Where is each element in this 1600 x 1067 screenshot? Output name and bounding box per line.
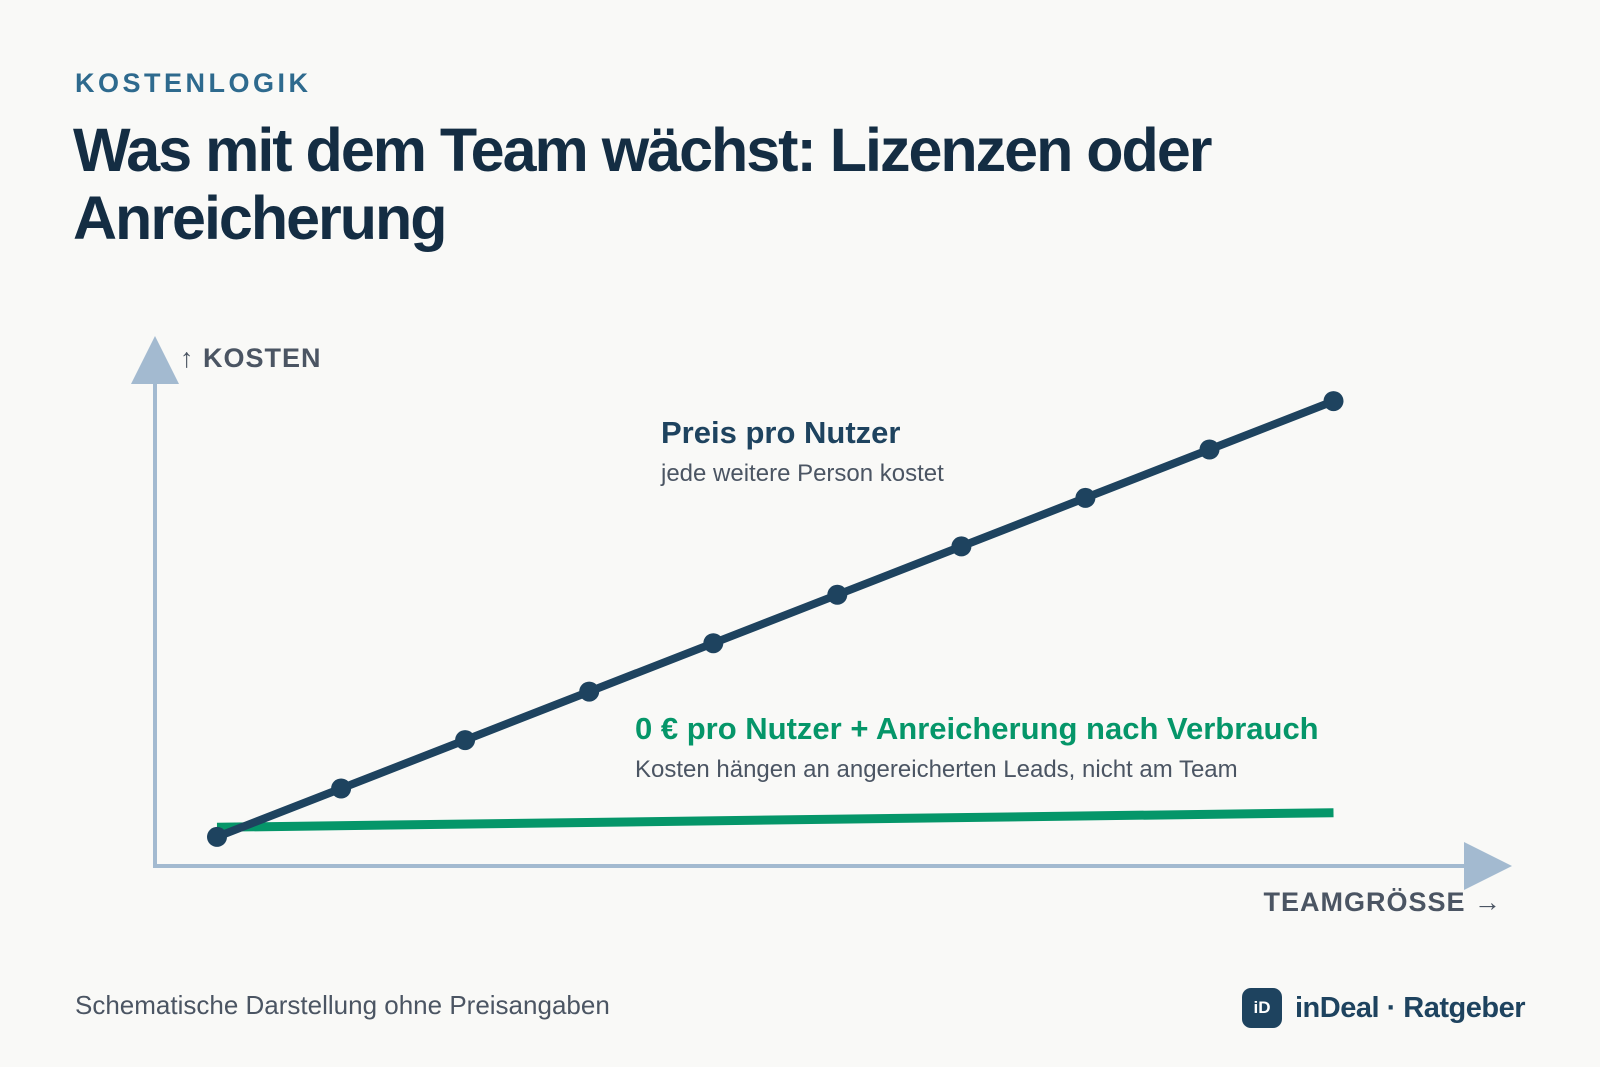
data-point-per-user-9 [1199,439,1220,460]
footnote: Schematische Darstellung ohne Preisangab… [75,990,610,1020]
data-point-per-user-10 [1323,391,1344,412]
data-point-per-user-5 [703,633,724,654]
data-point-per-user-4 [579,681,600,702]
page-title: Was mit dem Team wächst: Lizenzen oder A… [73,116,1373,252]
series-layer [207,391,1344,847]
x-axis-arrowhead [1464,842,1512,890]
series-note-usage: Kosten hängen an angereicherten Leads, n… [635,756,1238,783]
data-point-per-user-2 [331,778,352,799]
series-line-per-user [215,397,1335,841]
brand-logo-icon: iD [1242,988,1282,1028]
data-point-per-user-7 [951,536,972,557]
title-line-2: Anreicherung [73,184,448,252]
data-point-per-user-6 [827,584,848,605]
x-axis-label: TEAMGRÖSSE → [1263,887,1502,917]
y-axis-label: ↑ KOSTEN [180,343,322,373]
series-note-per-user: jede weitere Person kostet [660,460,944,487]
y-axis-arrowhead [131,336,179,384]
series-label-per-user: Preis pro Nutzer [661,415,900,450]
title-line-1: Was mit dem Team wächst: Lizenzen oder [73,116,1212,184]
data-point-per-user-8 [1075,487,1096,508]
chart-axes [131,336,1512,890]
brand-name: inDeal · Ratgeber [1295,991,1526,1024]
data-point-per-user-1 [207,826,227,847]
series-label-usage: 0 € pro Nutzer + Anreicherung nach Verbr… [635,711,1319,746]
data-point-per-user-3 [455,730,476,751]
series-line-usage [216,808,1334,832]
brand[interactable]: iD inDeal · Ratgeber [1242,987,1526,1029]
eyebrow-label: KOSTENLOGIK [75,68,312,98]
series-labels: Preis pro Nutzer jede weitere Person kos… [635,415,1319,783]
